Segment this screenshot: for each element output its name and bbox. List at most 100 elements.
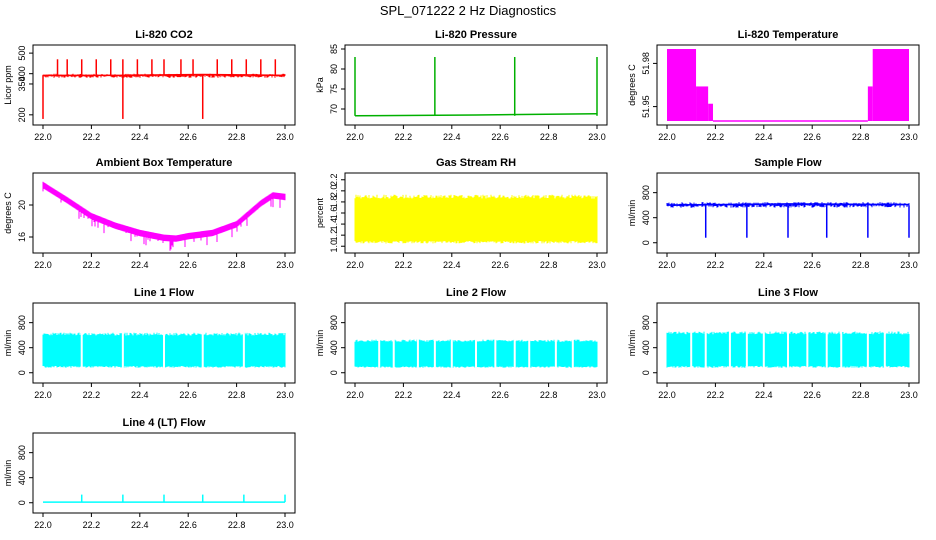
x-tick-label: 22.6 bbox=[803, 260, 821, 270]
y-tick-label: 800 bbox=[641, 315, 651, 330]
y-tick-label: 500 bbox=[17, 46, 27, 61]
y-tick-label: 200 bbox=[17, 107, 27, 122]
y-tick-label: 800 bbox=[641, 185, 651, 200]
data-gap bbox=[416, 339, 419, 368]
panel-10: Line 4 (LT) Flow ml/min 22.0 22.2 22.4 22.6 22… bbox=[3, 417, 296, 530]
data-gap bbox=[242, 332, 245, 368]
data-gap bbox=[494, 339, 497, 368]
y-tick-label: 0 bbox=[17, 500, 27, 505]
series-line bbox=[43, 73, 286, 77]
y-tick-label: 350 bbox=[17, 76, 27, 91]
x-tick-label: 23.0 bbox=[276, 520, 294, 530]
panel-9: Line 3 Flow ml/min 22.0 22.2 22.4 22.6 22.8 23.… bbox=[627, 287, 920, 400]
panel-2: Li-820 Pressure kPa 22.0 22.2 22.4 22.6 22.8 23… bbox=[315, 29, 608, 142]
y-tick-label: 2.0 bbox=[329, 185, 339, 198]
x-tick-label: 22.8 bbox=[852, 260, 870, 270]
x-tick-label: 23.0 bbox=[276, 132, 294, 142]
y-tick-label: 80 bbox=[329, 64, 339, 74]
x-tick-label: 22.4 bbox=[131, 390, 149, 400]
data-gap bbox=[825, 331, 828, 368]
series-line bbox=[666, 203, 910, 206]
y-tick-label: 1.8 bbox=[329, 196, 339, 209]
x-tick-label: 23.0 bbox=[588, 390, 606, 400]
panel-4: Ambient Box Temperature degrees C 22.0 22.2… bbox=[3, 157, 296, 270]
x-tick-label: 22.2 bbox=[707, 390, 725, 400]
data-gap bbox=[378, 339, 381, 368]
x-tick-label: 22.4 bbox=[443, 132, 461, 142]
x-tick-label: 22.0 bbox=[34, 260, 52, 270]
panel-5: Gas Stream RH percent 22.0 22.2 22.4 22.6 22.8… bbox=[315, 157, 608, 270]
x-tick-label: 22.0 bbox=[346, 132, 364, 142]
x-tick-label: 22.6 bbox=[179, 132, 197, 142]
x-tick-label: 22.8 bbox=[540, 390, 558, 400]
y-tick-label: 75 bbox=[329, 84, 339, 94]
y-axis-label: ml/min bbox=[3, 330, 13, 357]
x-tick-label: 22.2 bbox=[83, 132, 101, 142]
data-gap bbox=[475, 339, 477, 368]
data-gap bbox=[704, 331, 707, 368]
x-tick-label: 22.8 bbox=[228, 132, 246, 142]
y-tick-label: 400 bbox=[641, 340, 651, 355]
x-tick-label: 22.6 bbox=[491, 260, 509, 270]
x-tick-label: 22.0 bbox=[34, 132, 52, 142]
x-tick-label: 22.2 bbox=[707, 132, 725, 142]
x-tick-label: 22.0 bbox=[34, 390, 52, 400]
data-fill-block bbox=[667, 49, 697, 121]
x-tick-label: 22.4 bbox=[131, 520, 149, 530]
panel-title: Line 1 Flow bbox=[134, 287, 194, 299]
x-tick-label: 23.0 bbox=[900, 260, 918, 270]
y-tick-label: 400 bbox=[17, 470, 27, 485]
data-gap bbox=[840, 331, 843, 368]
y-tick-label: 70 bbox=[329, 104, 339, 114]
y-tick-label: 400 bbox=[329, 340, 339, 355]
x-tick-label: 22.6 bbox=[179, 260, 197, 270]
plot-frame bbox=[32, 44, 296, 126]
x-tick-label: 22.8 bbox=[540, 260, 558, 270]
data-fill-block bbox=[872, 49, 909, 121]
data-gap bbox=[866, 331, 869, 368]
plot-frame bbox=[344, 44, 608, 126]
panel-7: Line 1 Flow ml/min 22.0 22.2 22.4 22.6 22.8 23.… bbox=[3, 287, 296, 400]
panel-title: Li-820 CO2 bbox=[135, 29, 192, 41]
x-tick-label: 22.8 bbox=[852, 132, 870, 142]
x-tick-label: 22.6 bbox=[491, 132, 509, 142]
data-gap bbox=[883, 331, 886, 368]
data-gap bbox=[554, 339, 557, 368]
y-tick-label: 0 bbox=[17, 370, 27, 375]
x-tick-label: 22.6 bbox=[179, 520, 197, 530]
y-axis-label: ml/min bbox=[627, 200, 637, 227]
x-tick-label: 22.8 bbox=[228, 260, 246, 270]
data-fill-block bbox=[696, 86, 709, 121]
data-gap bbox=[728, 331, 731, 368]
panel-8: Line 2 Flow ml/min 22.0 22.2 22.4 22.6 22.8 23.… bbox=[315, 287, 608, 400]
y-tick-label: 0 bbox=[641, 370, 651, 375]
panel-title: Ambient Box Temperature bbox=[96, 157, 233, 169]
data-gap bbox=[528, 339, 531, 368]
y-tick-label: 1.2 bbox=[329, 229, 339, 242]
data-fill-block bbox=[708, 103, 713, 121]
y-axis-label: ml/min bbox=[627, 330, 637, 357]
data-gap bbox=[433, 339, 436, 368]
data-gap bbox=[762, 331, 765, 368]
plot-frame bbox=[656, 44, 920, 126]
plot-frame bbox=[32, 172, 296, 254]
y-tick-label: 800 bbox=[17, 445, 27, 460]
x-tick-label: 22.2 bbox=[395, 390, 413, 400]
x-tick-label: 22.4 bbox=[443, 260, 461, 270]
y-tick-label: 1.0 bbox=[329, 240, 339, 253]
data-gap bbox=[745, 331, 748, 368]
data-gap bbox=[121, 332, 124, 368]
x-tick-label: 22.0 bbox=[658, 132, 676, 142]
x-tick-label: 22.8 bbox=[228, 390, 246, 400]
x-tick-label: 22.6 bbox=[179, 390, 197, 400]
panel-1: Li-820 CO2 Licor ppm 22.0 22.2 22.4 22.6 22.8 2… bbox=[3, 29, 296, 142]
panel-title: Sample Flow bbox=[754, 157, 822, 169]
data-gap bbox=[163, 332, 165, 368]
y-axis-label: ml/min bbox=[3, 460, 13, 487]
y-tick-label: 51.95 bbox=[641, 95, 651, 118]
x-tick-label: 22.4 bbox=[131, 132, 149, 142]
x-tick-label: 22.8 bbox=[228, 520, 246, 530]
x-tick-label: 23.0 bbox=[588, 132, 606, 142]
data-gap bbox=[806, 331, 809, 368]
data-gap bbox=[513, 339, 516, 368]
